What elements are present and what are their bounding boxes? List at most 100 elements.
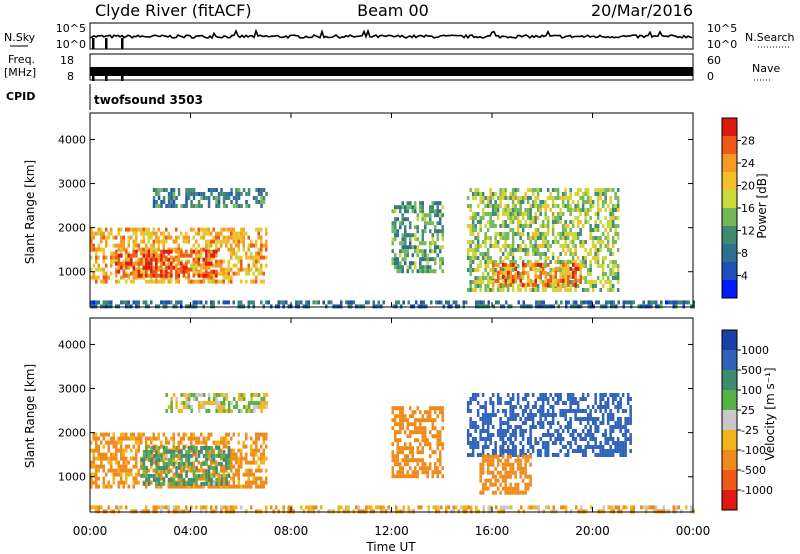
power-cell xyxy=(230,275,233,280)
power-cell xyxy=(167,192,171,196)
velocity-cell xyxy=(197,401,201,405)
power-cell xyxy=(95,251,98,256)
power-cell xyxy=(499,192,502,196)
power-cell xyxy=(195,300,198,305)
power-cell xyxy=(616,264,620,268)
velocity-cell xyxy=(182,468,185,473)
power-cell xyxy=(132,249,136,254)
power-cell xyxy=(475,304,478,309)
velocity-cell xyxy=(594,397,597,401)
power-cell xyxy=(142,251,145,256)
velocity-cell xyxy=(541,397,545,401)
velocity-cell xyxy=(391,418,394,423)
velocity-cell xyxy=(202,468,205,473)
power-cell xyxy=(589,236,592,240)
power-cell xyxy=(496,204,500,208)
velocity-cell xyxy=(262,440,265,445)
power-cell xyxy=(522,262,525,267)
velocity-cell xyxy=(142,432,145,437)
power-cell xyxy=(404,209,407,214)
power-cell xyxy=(391,221,394,226)
velocity-cell xyxy=(404,430,407,435)
velocity-cell xyxy=(145,453,148,458)
power-cell xyxy=(225,227,228,232)
velocity-cell xyxy=(240,484,243,489)
velocity-cell xyxy=(117,468,120,473)
velocity-cell xyxy=(391,454,394,459)
power-cell xyxy=(237,300,240,305)
power-cell xyxy=(147,231,150,236)
velocity-cell xyxy=(586,417,590,421)
velocity-cell xyxy=(120,456,123,461)
power-cell xyxy=(471,196,475,200)
power-cell xyxy=(556,192,560,196)
velocity-cell xyxy=(551,409,555,413)
power-cell xyxy=(105,235,108,240)
velocity-cell xyxy=(160,505,163,510)
velocity-cell xyxy=(409,450,412,455)
power-cell xyxy=(120,251,123,256)
velocity-cell xyxy=(416,418,419,423)
power-cell xyxy=(232,231,235,236)
power-cell xyxy=(257,192,261,196)
velocity-cell xyxy=(200,432,203,437)
velocity-cell xyxy=(225,393,228,397)
power-cell xyxy=(105,279,108,284)
velocity-cell xyxy=(484,421,487,425)
power-cell xyxy=(607,300,610,305)
power-cell xyxy=(596,264,600,268)
power-cell xyxy=(677,300,680,305)
power-cell xyxy=(566,200,570,204)
velocity-cell xyxy=(265,509,268,514)
power-cell xyxy=(486,220,490,224)
power-cell xyxy=(394,265,397,270)
velocity-cell xyxy=(222,476,225,481)
power-cell xyxy=(155,269,158,274)
power-cell xyxy=(529,204,532,208)
power-cell xyxy=(516,188,520,192)
velocity-cell xyxy=(626,421,630,425)
velocity-cell xyxy=(200,401,203,405)
power-cell xyxy=(616,268,620,272)
power-cell xyxy=(335,304,338,309)
power-cell xyxy=(215,273,218,278)
velocity-cell xyxy=(511,453,515,457)
power-cell xyxy=(557,266,560,271)
power-cell xyxy=(509,266,512,271)
power-cell xyxy=(247,192,251,196)
power-cell xyxy=(536,236,540,240)
power-cell xyxy=(491,212,495,216)
velocity-cell xyxy=(471,425,475,429)
power-cell xyxy=(411,253,414,258)
velocity-cell xyxy=(526,437,530,441)
velocity-cell xyxy=(185,460,188,465)
velocity-cell xyxy=(409,414,412,419)
velocity-cell xyxy=(511,429,515,433)
velocity-cell xyxy=(387,505,390,510)
power-cell xyxy=(476,236,480,240)
velocity-cell xyxy=(452,509,455,514)
velocity-cell xyxy=(315,505,318,510)
velocity-cell xyxy=(474,397,477,401)
velocity-cell xyxy=(554,429,557,433)
power-cell xyxy=(240,304,243,309)
power-cell xyxy=(482,304,485,309)
velocity-cell xyxy=(202,484,205,489)
power-cell xyxy=(516,244,520,248)
power-cell xyxy=(615,304,618,309)
power-cell xyxy=(586,280,590,284)
power-cell xyxy=(519,208,522,212)
power-cell xyxy=(594,192,597,196)
velocity-cell xyxy=(504,470,507,475)
velocity-cell xyxy=(624,453,627,457)
power-cell xyxy=(105,271,108,276)
power-cell xyxy=(506,280,510,284)
velocity-cell xyxy=(609,425,612,429)
power-cell xyxy=(509,262,512,267)
power-cell xyxy=(526,232,530,236)
power-cell xyxy=(589,228,592,232)
velocity-cell xyxy=(175,481,178,486)
power-cell xyxy=(436,213,439,218)
power-cell xyxy=(557,282,560,287)
power-cell xyxy=(170,247,173,252)
